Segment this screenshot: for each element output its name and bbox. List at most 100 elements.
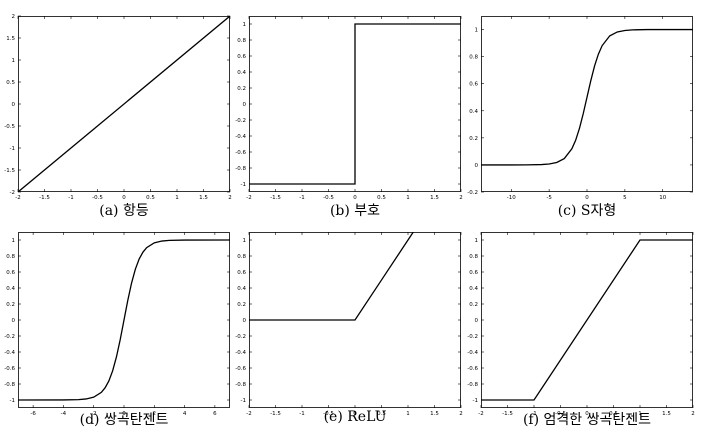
y-tick: 0: [475, 318, 693, 324]
y-tick-label: 0.6: [237, 270, 246, 276]
y-tick: 0: [12, 318, 230, 324]
y-tick-label: 0.2: [237, 302, 246, 308]
y-tick: 1: [243, 238, 461, 244]
x-tick-label: 6: [213, 411, 217, 417]
y-tick-label: 1: [475, 238, 479, 244]
chart-caption-c: (c) S자형: [557, 203, 617, 219]
y-tick: 0.4: [237, 70, 461, 76]
x-tick: -6: [30, 232, 36, 417]
y-tick: 0.6: [6, 270, 230, 276]
x-tick-label: 1.5: [430, 195, 439, 201]
x-tick: 0: [585, 232, 589, 417]
x-tick-label: -2: [246, 195, 251, 201]
x-tick-label: 1: [406, 195, 410, 201]
y-tick-label: 0.8: [237, 38, 246, 44]
y-tick: -0.2: [235, 334, 461, 340]
y-tick-label: -2: [10, 190, 15, 196]
y-tick: -0.8: [235, 382, 461, 388]
x-tick-label: -2: [91, 411, 96, 417]
x-tick: 1.5: [662, 232, 671, 417]
x-tick: 0: [585, 16, 589, 201]
x-tick-label: 0: [122, 411, 126, 417]
y-tick-label: 0: [243, 318, 247, 324]
chart-panel-e: -2 -1.5 -1 -0.5 0 0.5 1 1.5 2 -1 -0.8 -0.6 -0.4 -0.2 0…: [235, 232, 463, 417]
y-tick: -0.2: [467, 190, 693, 196]
x-tick-label: -0.5: [323, 195, 334, 201]
y-tick: -0.4: [235, 350, 461, 356]
chart-caption-e: (e) ReLU: [323, 409, 387, 425]
y-tick-label: -1: [10, 398, 15, 404]
x-tick-label: -10: [507, 195, 516, 201]
chart-svg-c: -10 -5 0 5 10 -0.2 0 0.2 0.4 0.6 0.8 1: [467, 16, 693, 201]
y-tick: 0.4: [469, 109, 693, 115]
x-tick: -10: [507, 16, 516, 201]
x-tick: 1: [406, 16, 410, 201]
x-tick-label: 2: [459, 411, 463, 417]
y-tick-label: 0.8: [469, 254, 478, 260]
x-tick: 0: [353, 232, 357, 417]
x-tick: 1: [406, 232, 410, 417]
y-tick-label: 1: [475, 28, 479, 34]
y-tick-label: -0.4: [235, 350, 246, 356]
chart-panel-c: -10 -5 0 5 10 -0.2 0 0.2 0.4 0.6 0.8 1: [467, 16, 693, 201]
chart-caption-d: (d) 쌍곡탄젠트: [79, 412, 169, 428]
x-tick: -0.5: [92, 16, 103, 201]
y-tick-label: -1: [473, 398, 478, 404]
x-tick-label: -1: [299, 195, 304, 201]
x-tick-label: 2: [459, 195, 463, 201]
x-tick: 2: [691, 232, 695, 417]
x-tick: 0.5: [377, 232, 386, 417]
y-tick: -0.5: [4, 124, 230, 130]
x-tick-label: 0: [353, 195, 357, 201]
x-tick-label: 1.5: [430, 411, 439, 417]
x-tick-label: -1: [68, 195, 73, 201]
x-tick: -4: [61, 232, 67, 417]
y-tick-label: 0.4: [237, 286, 246, 292]
y-tick-label: -0.8: [467, 382, 478, 388]
y-tick: 0.6: [469, 82, 693, 88]
x-tick-label: 0: [585, 195, 589, 201]
y-tick: 0.5: [6, 80, 230, 86]
y-tick-label: 0.5: [6, 80, 15, 86]
x-tick-label: 2: [153, 411, 157, 417]
series-line: [18, 239, 230, 401]
y-tick-label: 0.6: [469, 270, 478, 276]
y-tick: -1: [10, 398, 230, 404]
x-tick: -1: [299, 232, 305, 417]
y-tick: -0.4: [4, 350, 230, 356]
y-tick: -1.5: [4, 168, 230, 174]
y-tick-label: -0.6: [4, 366, 15, 372]
y-tick-label: 1: [243, 238, 247, 244]
y-tick-label: 0.2: [469, 136, 478, 142]
y-tick-label: -0.6: [235, 150, 246, 156]
chart-caption-b: (b) 부호: [329, 203, 381, 219]
y-tick: 0.6: [237, 270, 461, 276]
y-tick: 0: [243, 102, 461, 108]
x-tick-label: -0.5: [555, 411, 566, 417]
x-tick-label: 2: [691, 411, 695, 417]
y-tick: 1: [475, 238, 693, 244]
y-tick-label: 0.8: [6, 254, 15, 260]
y-tick: 0.2: [469, 136, 693, 142]
y-tick-label: -0.6: [235, 366, 246, 372]
y-tick: -0.8: [4, 382, 230, 388]
y-tick: 0.4: [237, 286, 461, 292]
y-tick: 0.2: [469, 302, 693, 308]
x-tick: -1: [531, 232, 537, 417]
y-tick-label: -0.6: [467, 366, 478, 372]
x-tick: 2: [153, 232, 157, 417]
x-tick-label: 0.5: [609, 411, 618, 417]
y-tick: 1.5: [6, 36, 230, 42]
x-tick: -2: [246, 16, 252, 201]
x-tick: 10: [659, 16, 667, 201]
y-tick-label: 0.6: [469, 82, 478, 88]
y-tick: 0: [243, 318, 461, 324]
x-tick: -5: [546, 16, 552, 201]
x-tick-label: -0.5: [92, 195, 103, 201]
x-tick-label: 0: [585, 411, 589, 417]
y-tick-label: 0.2: [237, 86, 246, 92]
y-tick-label: -0.2: [4, 334, 15, 340]
x-tick: -0.5: [323, 232, 334, 417]
y-tick: -1: [241, 182, 461, 188]
x-tick: 2: [228, 16, 232, 201]
